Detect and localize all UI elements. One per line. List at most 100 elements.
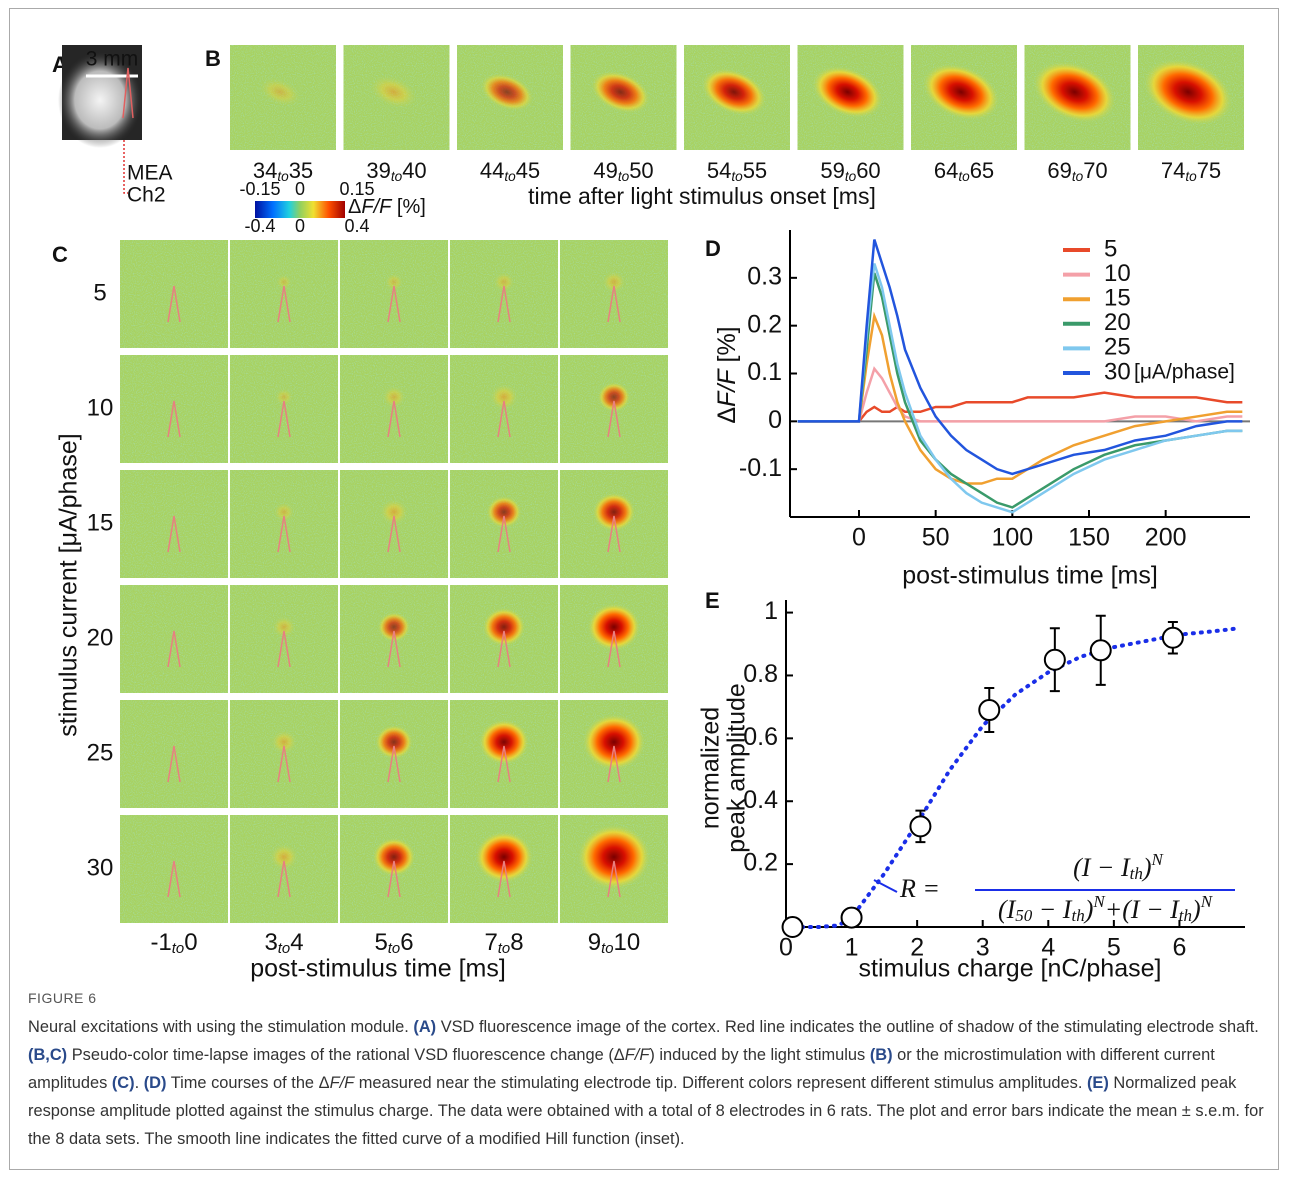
panel-letter: D — [705, 236, 721, 261]
series-line — [797, 239, 1243, 476]
image-noise — [230, 585, 338, 693]
panel-letter: B — [205, 46, 221, 71]
electrode-outline — [277, 745, 291, 783]
electrode-outline — [277, 285, 291, 323]
range-end: 50 — [629, 158, 653, 183]
activation — [475, 831, 533, 883]
equation-term: ) — [1083, 895, 1094, 924]
label-part: Δ — [348, 196, 361, 218]
y-tick-label: 0 — [768, 406, 782, 434]
row-label: 5 — [93, 279, 106, 306]
electrode-outline — [497, 400, 511, 438]
range-word: to — [278, 941, 290, 957]
range-word: to — [498, 941, 510, 957]
electrode-outline — [277, 515, 291, 553]
time-label: 7to8 — [484, 929, 523, 957]
activation — [275, 388, 293, 406]
electrode-outline — [277, 860, 291, 898]
range-start: 59 — [820, 158, 844, 183]
equation-term: − I — [1032, 895, 1073, 924]
legend-label: 15 — [1104, 285, 1131, 312]
caption-text: F/F — [624, 1046, 650, 1064]
equation-lhs: R = — [899, 874, 940, 903]
activation — [479, 719, 529, 765]
axis-title: post-stimulus time [ms] — [250, 955, 506, 983]
y-tick-label: 0.2 — [747, 310, 782, 338]
range-start: 9 — [588, 929, 601, 956]
activation — [812, 66, 883, 118]
electrode-outline — [167, 860, 181, 898]
electrode-outline — [387, 400, 401, 438]
axis-title: time after light stimulus onset [ms] — [528, 183, 876, 209]
activation — [274, 502, 294, 522]
channel-label: Ch2 — [127, 184, 166, 207]
activation — [480, 73, 534, 111]
series-line — [797, 391, 1243, 423]
electrode-outline — [387, 630, 401, 668]
caption-text: Normalized peak response amplitude plott… — [28, 1074, 1264, 1148]
range-start: 44 — [480, 158, 504, 183]
electrode-outline — [607, 630, 621, 668]
range-end: 4 — [290, 929, 303, 956]
y-tick-label: 0.8 — [743, 660, 778, 688]
colorbar-label: ΔF/F [%] — [348, 196, 426, 218]
legend-label: 5 — [1104, 235, 1117, 262]
electrode-outline — [607, 745, 621, 783]
range-start: 54 — [707, 158, 731, 183]
series-line — [797, 366, 1243, 423]
range-end: 55 — [743, 158, 767, 183]
image-noise — [560, 240, 668, 348]
time-label: 54to55 — [707, 158, 767, 184]
equation-term: ) — [1141, 853, 1152, 882]
equation-term: N — [1151, 850, 1165, 869]
electrode-outline — [167, 285, 181, 323]
colorbar-tick-label: -0.4 — [244, 216, 275, 236]
equation-term: th — [1179, 906, 1192, 925]
label-part: F/F — [713, 368, 741, 407]
range-end: 6 — [400, 929, 413, 956]
range-word: to — [845, 169, 857, 184]
axis-title: ΔF/F [%] — [713, 326, 741, 423]
equation-term: 50 — [1015, 906, 1033, 925]
activation — [375, 725, 413, 759]
activation — [373, 838, 415, 876]
range-word: to — [601, 941, 613, 957]
range-word: to — [618, 169, 630, 184]
caption-text: (A) — [413, 1018, 437, 1036]
activation — [270, 844, 298, 870]
activation — [598, 382, 630, 412]
colorbar — [255, 201, 345, 218]
row-label: 10 — [87, 394, 114, 421]
data-point — [1043, 648, 1066, 671]
electrode-outline — [167, 400, 181, 438]
caption-text: (D) — [143, 1074, 167, 1092]
caption-text: Time courses of the Δ — [166, 1074, 330, 1092]
range-word: to — [277, 169, 289, 184]
colorbar-tick-label: 0.15 — [339, 179, 374, 199]
array-label: MEA — [127, 162, 173, 185]
time-label: 34to35 — [253, 158, 313, 184]
x-tick-label: 3 — [976, 934, 990, 962]
caption-text: ) induced by the light stimulus — [649, 1046, 870, 1064]
time-label: 74to75 — [1161, 158, 1221, 184]
x-tick-label: 200 — [1145, 524, 1187, 552]
x-tick-label: 0 — [779, 934, 793, 962]
electrode-outline — [122, 67, 134, 119]
data-point — [1161, 626, 1184, 649]
image-noise — [340, 240, 448, 348]
range-start: 39 — [366, 158, 390, 183]
colorbar-tick-label: 0 — [295, 216, 305, 236]
equation-term: (I — [998, 895, 1017, 924]
electrode-outline — [607, 515, 621, 553]
time-label: 64to65 — [934, 158, 994, 184]
x-tick-label: 1 — [845, 934, 859, 962]
legend-label: 10 — [1104, 260, 1131, 287]
range-end: 40 — [402, 158, 426, 183]
equation-term: N — [1092, 892, 1106, 911]
image-noise — [120, 700, 228, 808]
electrode-outline — [277, 400, 291, 438]
range-end: 75 — [1197, 158, 1221, 183]
activation — [603, 271, 625, 293]
x-tick-label: 2 — [910, 934, 924, 962]
